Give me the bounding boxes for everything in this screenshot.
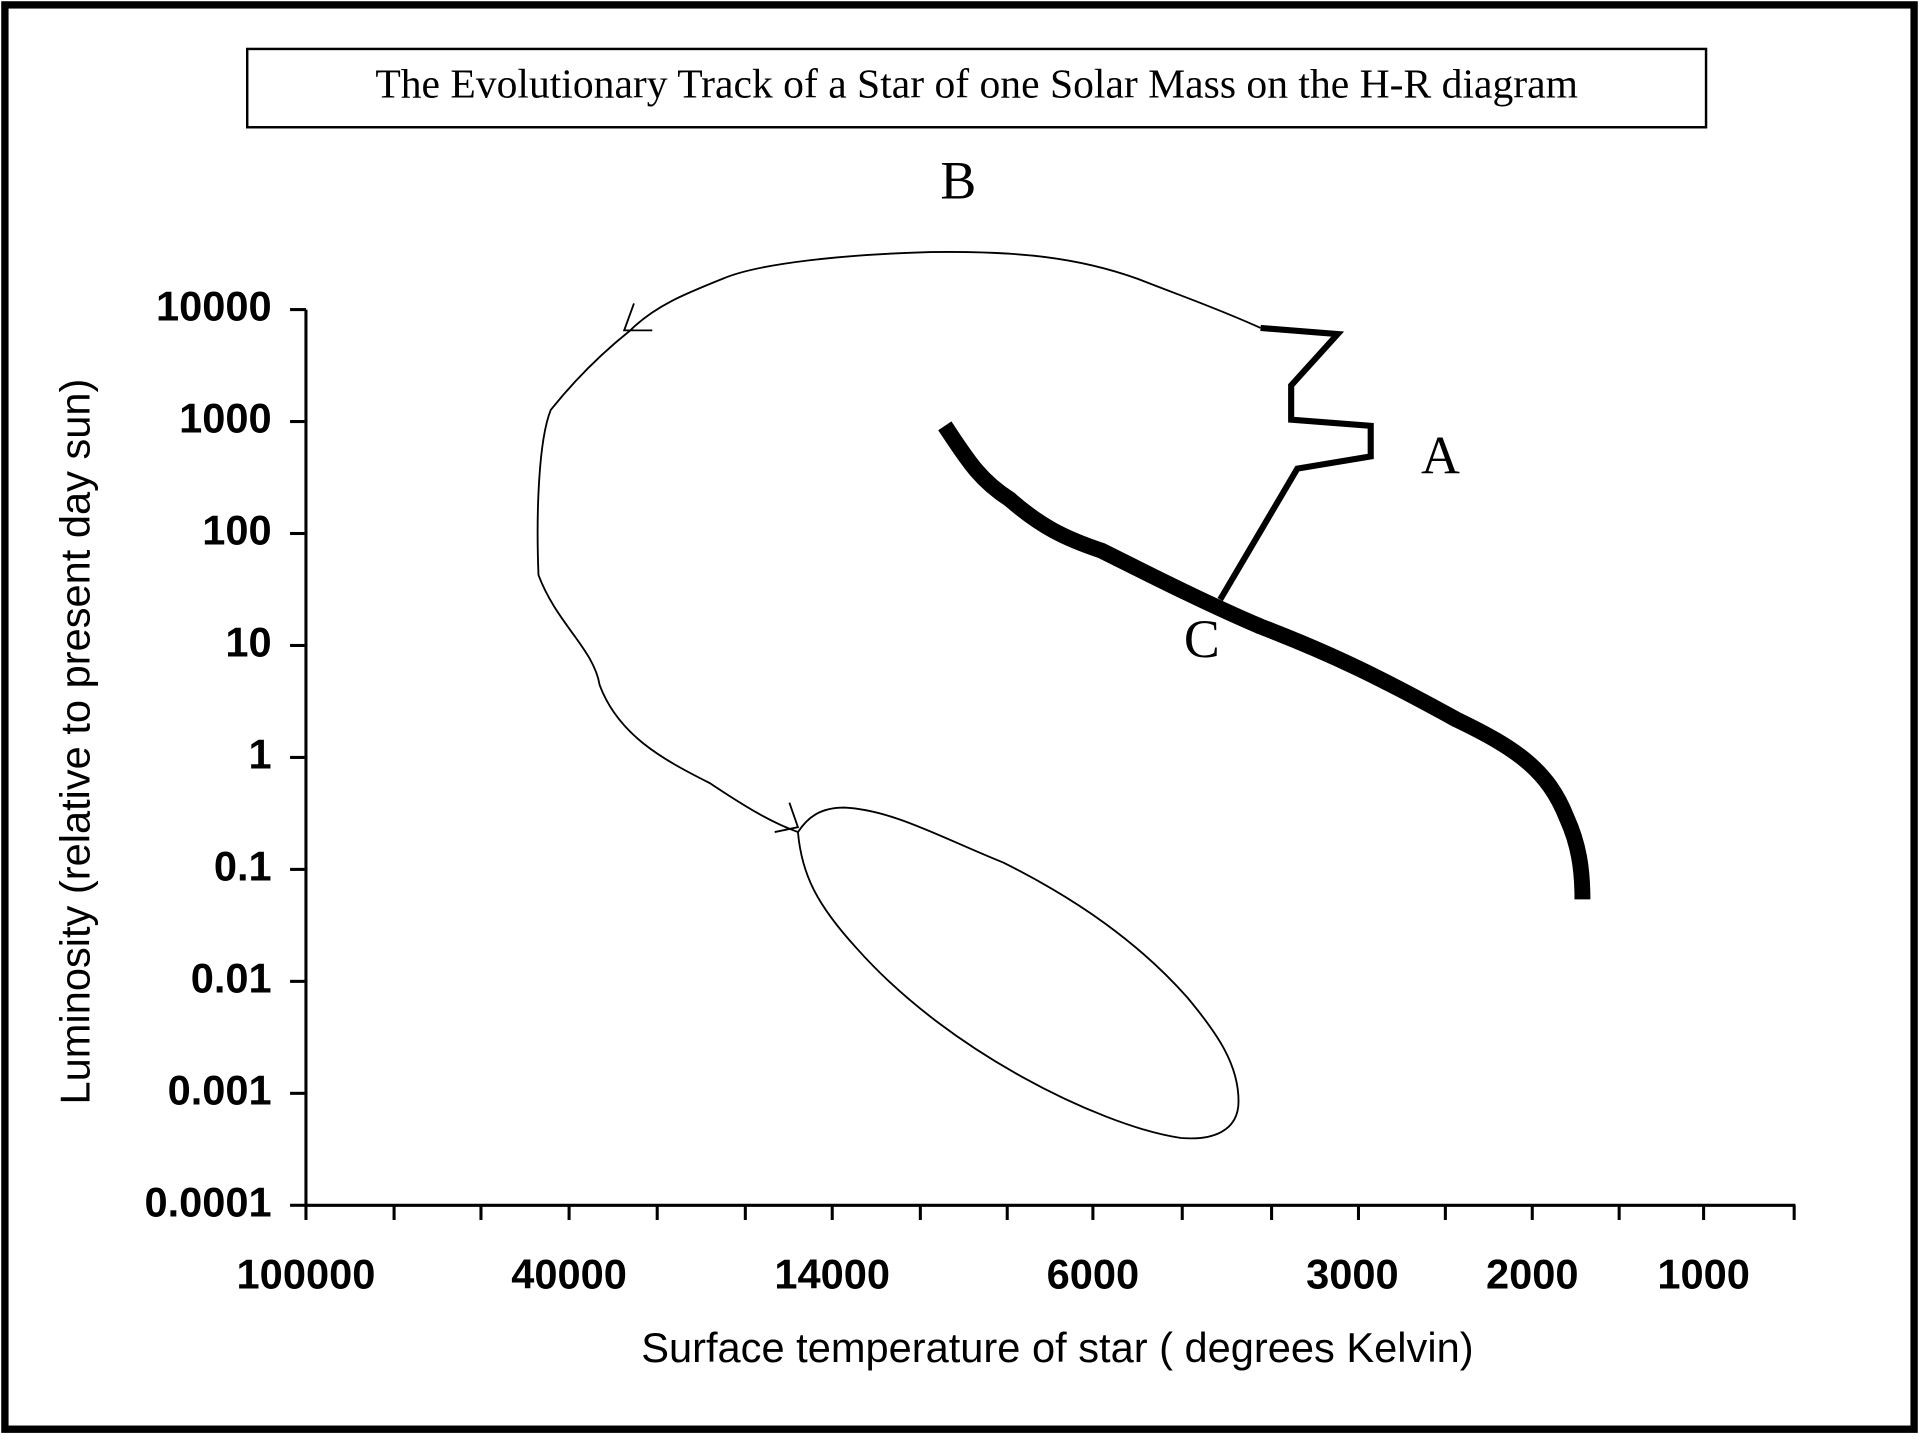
annotation: B <box>940 150 976 210</box>
x-tick-label: 1000 <box>1657 1250 1750 1297</box>
y-tick-label: 10000 <box>156 283 272 330</box>
y-tick-label: 0.0001 <box>144 1178 271 1225</box>
main-sequence <box>938 421 1591 900</box>
y-axis-label: Luminosity (relative to present day sun) <box>51 379 98 1105</box>
x-tick-label: 3000 <box>1306 1250 1399 1297</box>
chart-title: The Evolutionary Track of a Star of one … <box>375 61 1578 107</box>
loop-track <box>536 251 1261 833</box>
arrow-head <box>622 303 653 332</box>
y-tick-label: 1 <box>249 730 272 777</box>
annotation: C <box>1184 609 1220 669</box>
x-tick-label: 6000 <box>1047 1250 1140 1297</box>
x-tick-label: 2000 <box>1486 1250 1579 1297</box>
y-tick-label: 0.01 <box>191 954 272 1001</box>
y-tick-label: 100 <box>202 506 271 553</box>
white-dwarf-loop <box>797 806 1240 1140</box>
giant-branch <box>1217 324 1374 602</box>
y-tick-label: 10 <box>225 618 271 665</box>
arrow-head <box>774 802 800 833</box>
title-box <box>245 47 1708 129</box>
x-tick-label: 14000 <box>774 1250 890 1297</box>
y-tick-label: 0.1 <box>214 842 272 889</box>
y-tick-label: 0.001 <box>168 1066 272 1113</box>
evolution-track <box>536 251 1591 1140</box>
x-tick-label: 100000 <box>237 1250 376 1297</box>
annotation: A <box>1421 426 1460 486</box>
x-axis-label: Surface temperature of star ( degrees Ke… <box>641 1324 1473 1371</box>
y-tick-label: 1000 <box>179 395 272 442</box>
x-tick-label: 40000 <box>511 1250 627 1297</box>
